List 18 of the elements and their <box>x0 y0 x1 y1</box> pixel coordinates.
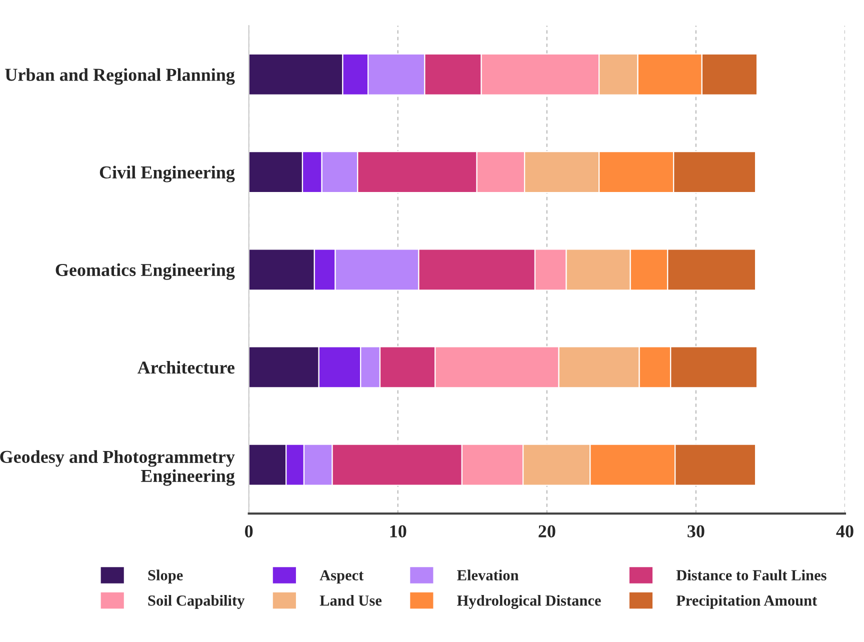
legend-label: Precipitation Amount <box>676 594 818 609</box>
y-tick-label: Geodesy and Photogrammetry Engineering <box>0 450 235 486</box>
x-tick-label: 10 <box>390 525 406 538</box>
legend-label: Soil Capability <box>148 594 245 609</box>
legend-label: Elevation <box>457 570 519 580</box>
y-tick-label: Urban and Regional Planning <box>5 68 235 85</box>
x-tick-label: 30 <box>688 525 704 538</box>
legend-label: Hydrological Distance <box>457 594 601 609</box>
legend-label: Aspect <box>320 570 364 584</box>
legend-label: Land Use <box>320 594 382 606</box>
x-tick-label: 20 <box>538 525 556 538</box>
y-tick-label: Architecture <box>138 360 234 374</box>
legend-label: Slope <box>148 570 183 584</box>
x-tick-label: 40 <box>836 525 854 538</box>
legend-label: Distance to Fault Lines <box>676 570 826 580</box>
y-tick-label: Geomatics Engineering <box>56 263 235 280</box>
x-tick-label: 0 <box>245 525 253 538</box>
y-tick-label: Civil Engineering <box>100 166 235 182</box>
